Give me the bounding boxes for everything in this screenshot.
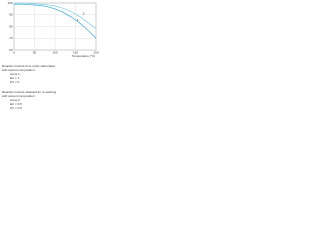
note-line: with solvent composition: [2,68,36,72]
chart: Temperature (°C) 60 70 80 90 100 0 50 100 150 200… [0,0,100,124]
note-line: with solvent composition: [2,94,36,98]
note-line: curve 1 [10,72,20,76]
series-label: 1 [77,18,79,22]
y-tick-label: 70 [9,36,13,40]
series-label: 2 [83,11,85,15]
note-line: PC = 0.5 [10,106,22,110]
note-line: EC = 0.5 [10,102,22,106]
x-tick-label: 100 [52,50,57,54]
series-line [14,2,97,30]
note-line: EC = 1 [10,76,20,80]
x-axis-label: Temperature (°C) [72,54,95,58]
series-line [14,3,97,39]
x-tick-label: 150 [73,50,78,54]
note-line: Reaction mixture obtained for re-working [2,90,56,94]
y-tick-label: 60 [9,48,13,52]
x-tick-label: 50 [33,50,37,54]
y-tick-label: 80 [9,24,13,28]
x-tick-label: 0 [13,50,15,54]
y-tick-label: 100 [7,1,12,5]
note-line: PC = 0 [10,80,20,84]
y-tick-label: 90 [9,13,13,17]
note-line: Reaction mixture from cyclic carbonates [2,64,56,68]
note-line: curve 2 [10,98,20,102]
x-tick-label: 200 [93,50,98,54]
